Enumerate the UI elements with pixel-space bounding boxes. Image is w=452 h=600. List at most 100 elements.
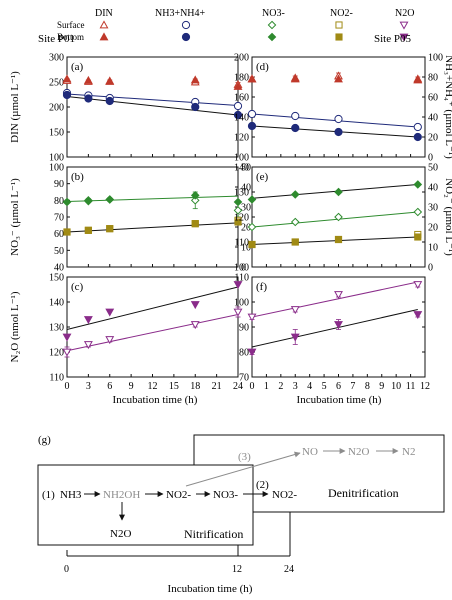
data-point <box>247 222 257 232</box>
x-tick-label: 12 <box>420 381 430 392</box>
xlabel-right: Incubation time (h) <box>297 394 382 406</box>
fit-line <box>66 314 239 352</box>
x-tick-label: 15 <box>169 381 179 392</box>
y2-tick-label: 0 <box>428 263 433 274</box>
y-tick-label: 150 <box>49 128 64 139</box>
data-point <box>414 233 422 241</box>
data-point <box>84 196 93 206</box>
data-point <box>84 94 93 103</box>
data-point <box>190 75 200 84</box>
data-point <box>83 75 93 84</box>
data-point <box>413 281 423 290</box>
x-tick-label: 6 <box>107 381 112 392</box>
y-axis-label: NO₃⁻ (µmol L⁻¹) <box>9 178 21 256</box>
x-tick-label: 1 <box>264 381 269 392</box>
data-point <box>84 226 92 234</box>
scheme-label: (g) <box>38 434 51 446</box>
data-point <box>191 220 199 228</box>
x-tick-label: 6 <box>336 381 341 392</box>
y2-tick-label: 80 <box>428 73 438 84</box>
data-point <box>105 308 115 317</box>
data-point <box>247 348 257 357</box>
fit-line <box>66 93 239 106</box>
legend-header-no2: NO2- <box>330 8 353 19</box>
y2-tick-label: 0 <box>241 263 246 274</box>
x-tick-label: 0 <box>65 381 70 392</box>
panel-label: (f) <box>256 281 267 293</box>
data-point <box>247 109 257 119</box>
data-point <box>334 235 343 244</box>
site-label-right: Site P05 <box>374 33 411 45</box>
denitrification-label: Denitrification <box>328 486 399 500</box>
timeline-axis-label: Incubation time (h) <box>168 583 253 595</box>
fit-line <box>251 281 418 318</box>
data-point <box>291 238 299 246</box>
legend-markers <box>99 20 409 42</box>
y2-tick-label: 30 <box>428 203 438 214</box>
data-point <box>247 313 257 322</box>
y-tick-label: 160 <box>234 93 249 104</box>
data-point <box>83 341 93 350</box>
data-point <box>334 114 343 124</box>
data-point <box>105 336 115 345</box>
legend-marker-surface <box>335 21 343 29</box>
legend-marker-bottom <box>399 33 409 42</box>
y2-tick-label: 20 <box>428 223 438 234</box>
data-point <box>291 111 300 121</box>
data-point <box>247 195 257 204</box>
legend-marker-surface <box>99 20 109 29</box>
legend-surface-label: Surface <box>57 20 84 30</box>
legend: DIN NH3+NH4+ NO3- NO2- N2O Surface Botto… <box>57 8 414 42</box>
data-point <box>62 348 72 357</box>
nitrification-box <box>37 464 254 546</box>
scheme-g: (g) (1) NH3 NH2OH N2O NO2- (3) NO3- (2) … <box>37 434 445 595</box>
plot-frame <box>66 56 239 158</box>
data-point <box>413 75 423 84</box>
arrow-no2-no <box>185 451 301 487</box>
data-point <box>291 123 300 133</box>
legend-marker-bottom <box>181 32 191 42</box>
y2-tick-label: 50 <box>428 163 438 174</box>
legend-header-no3: NO3- <box>262 8 285 19</box>
y2-axis-label: NH₃+NH₄⁺ (µmol L⁻¹) <box>443 55 452 159</box>
nh2oh-label: NH2OH <box>103 489 140 501</box>
x-tick-label: 5 <box>322 381 327 392</box>
y-tick-label: 140 <box>234 163 249 174</box>
data-point <box>105 96 114 106</box>
data-point <box>190 191 200 200</box>
y-tick-label: 60 <box>54 229 64 240</box>
y2-tick-label: 20 <box>428 133 438 144</box>
legend-marker-bottom <box>267 32 277 42</box>
data-point <box>190 301 200 310</box>
x-tick-label: 3 <box>86 381 91 392</box>
y-tick-label: 140 <box>234 113 249 124</box>
fit-line <box>66 96 239 116</box>
panel-a: 100 150 200 250 300 DIN (µmol L⁻¹) (a) <box>9 53 243 164</box>
timeline-label-12: 12 <box>232 564 242 575</box>
y2-tick-label: 10 <box>428 243 438 254</box>
y2-tick-label: 20 <box>241 223 251 234</box>
data-point <box>83 316 93 325</box>
n2o-left-label: N2O <box>110 528 131 540</box>
timeline-label-24: 24 <box>284 564 294 575</box>
data-point <box>233 206 243 215</box>
data-point <box>62 74 72 83</box>
n2o-right-label: N2O <box>348 446 369 458</box>
data-point <box>334 291 343 300</box>
x-tick-label: 9 <box>129 381 134 392</box>
y-tick-label: 120 <box>234 133 249 144</box>
x-tick-label: 2 <box>278 381 283 392</box>
legend-header-n2o: N2O <box>395 8 414 19</box>
y2-tick-label: 10 <box>241 243 251 254</box>
no2-label: NO2- <box>166 489 191 501</box>
panel-label: (a) <box>71 61 84 73</box>
x-tick-label: 11 <box>406 381 416 392</box>
data-point <box>413 311 423 320</box>
no-label: NO <box>302 446 318 458</box>
data-point <box>413 132 422 142</box>
x-tick-label: 4 <box>307 381 312 392</box>
